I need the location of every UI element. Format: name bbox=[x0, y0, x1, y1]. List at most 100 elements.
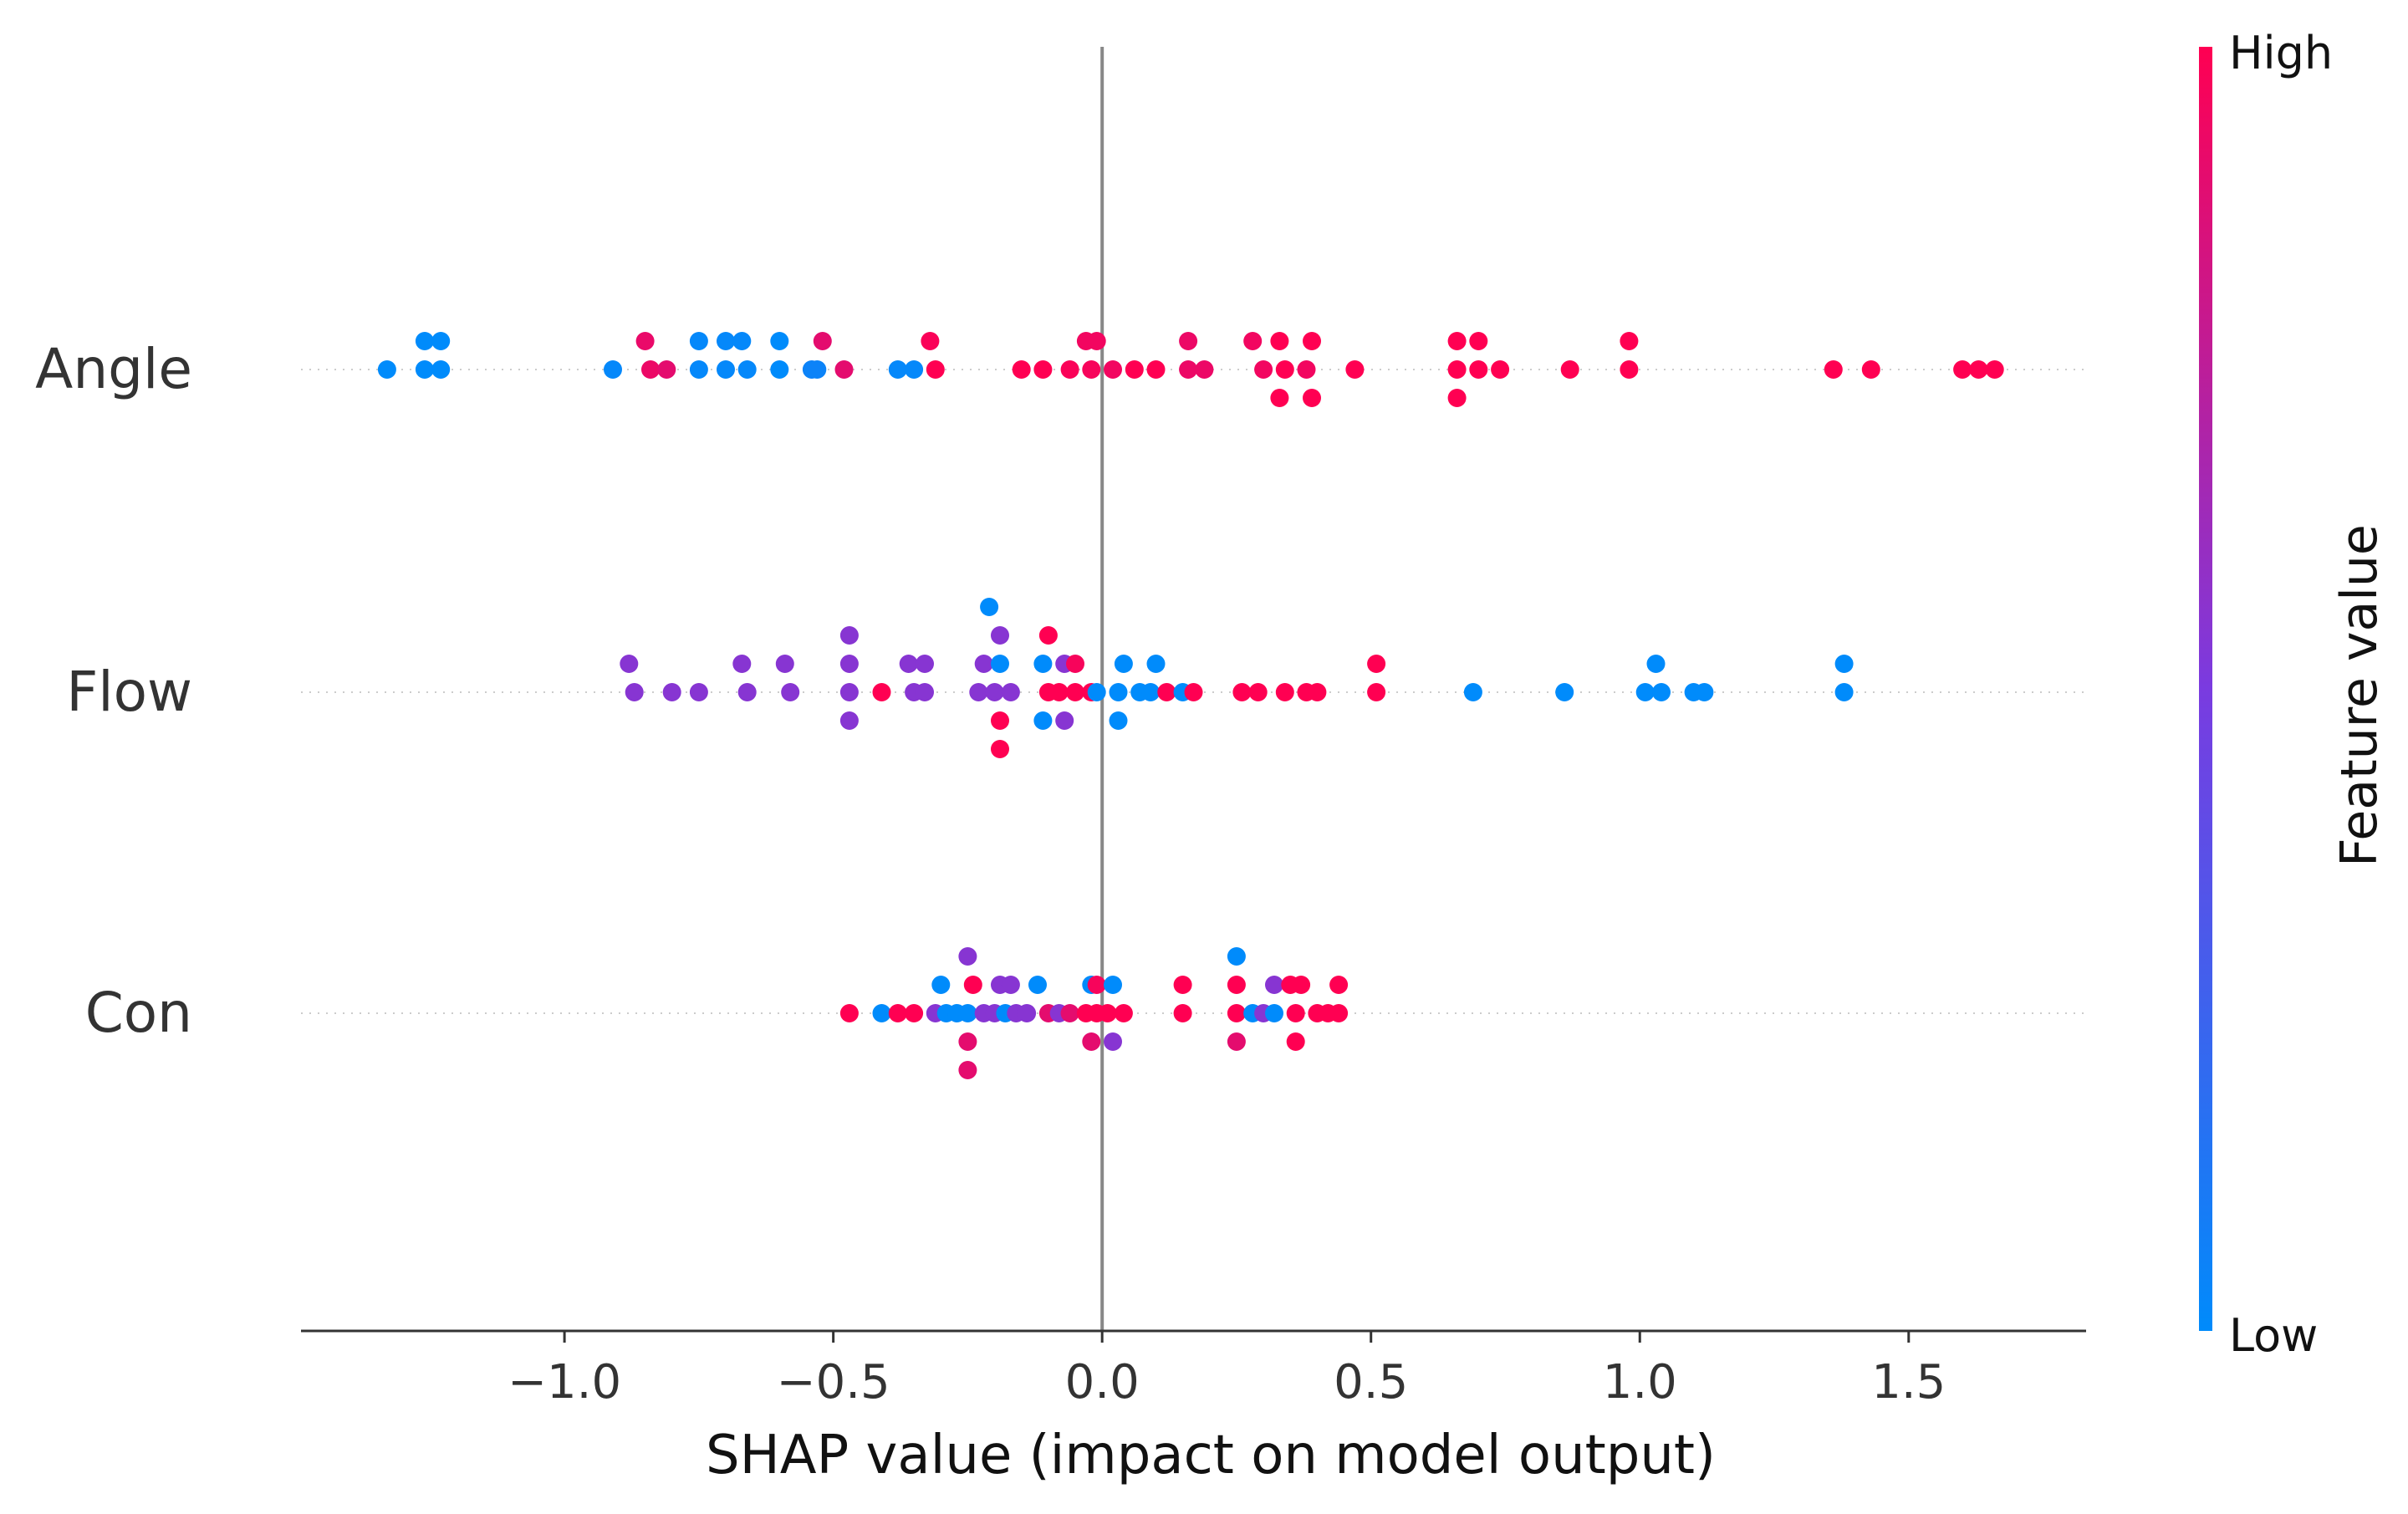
point-flow-5 bbox=[732, 655, 752, 673]
point-con-44 bbox=[1329, 1004, 1349, 1022]
point-flow-12 bbox=[1033, 655, 1053, 673]
point-con-3 bbox=[963, 976, 982, 994]
point-angle-5 bbox=[732, 332, 752, 350]
point-flow-24 bbox=[781, 683, 800, 701]
point-flow-2 bbox=[991, 626, 1009, 645]
point-con-45 bbox=[958, 1032, 977, 1051]
point-con-35 bbox=[1114, 1004, 1133, 1022]
point-con-40 bbox=[1265, 1004, 1283, 1022]
point-angle-58 bbox=[1303, 389, 1321, 407]
point-angle-14 bbox=[1303, 332, 1321, 350]
point-angle-47 bbox=[1447, 360, 1467, 379]
point-angle-59 bbox=[1447, 389, 1467, 407]
point-angle-37 bbox=[1082, 360, 1101, 379]
point-angle-10 bbox=[1087, 332, 1106, 350]
point-angle-44 bbox=[1275, 360, 1294, 379]
point-con-18 bbox=[888, 1004, 907, 1022]
point-angle-11 bbox=[1179, 332, 1198, 350]
point-angle-18 bbox=[377, 360, 396, 379]
point-angle-2 bbox=[635, 332, 655, 350]
point-con-17 bbox=[872, 1004, 891, 1022]
point-flow-4 bbox=[620, 655, 639, 673]
colorbar-high-label: High bbox=[2229, 27, 2333, 79]
point-angle-29 bbox=[802, 360, 821, 379]
feature-label-angle: Angle bbox=[35, 337, 192, 401]
x-axis-ticks: −1.0 −0.5 0.0 0.5 1.0 1.5 bbox=[508, 1331, 1946, 1409]
point-flow-31 bbox=[1001, 683, 1020, 701]
point-angle-31 bbox=[888, 360, 907, 379]
point-con-19 bbox=[905, 1004, 924, 1022]
point-con-49 bbox=[1286, 1032, 1305, 1051]
x-axis-title: SHAP value (impact on model output) bbox=[706, 1425, 1716, 1486]
point-angle-36 bbox=[1060, 360, 1079, 379]
point-flow-56 bbox=[839, 711, 859, 730]
point-angle-40 bbox=[1146, 360, 1166, 379]
point-angle-15 bbox=[1447, 332, 1467, 350]
point-angle-19 bbox=[415, 360, 434, 379]
point-angle-1 bbox=[431, 332, 451, 350]
point-con-23 bbox=[958, 1004, 977, 1022]
point-flow-26 bbox=[872, 683, 891, 701]
point-flow-44 bbox=[1248, 683, 1268, 701]
point-angle-8 bbox=[921, 332, 940, 350]
point-angle-45 bbox=[1297, 360, 1316, 379]
point-flow-1 bbox=[839, 626, 859, 645]
point-con-11 bbox=[1227, 976, 1246, 994]
point-flow-60 bbox=[1109, 711, 1128, 730]
point-flow-48 bbox=[1367, 683, 1386, 701]
point-flow-47 bbox=[1308, 683, 1327, 701]
point-angle-0 bbox=[415, 332, 434, 350]
point-con-15 bbox=[1329, 976, 1349, 994]
point-con-6 bbox=[1028, 976, 1047, 994]
point-flow-3 bbox=[1038, 626, 1058, 645]
point-angle-13 bbox=[1270, 332, 1289, 350]
point-flow-51 bbox=[1635, 683, 1655, 701]
point-flow-17 bbox=[1367, 655, 1386, 673]
x-tick-label-5: 1.5 bbox=[1871, 1355, 1946, 1409]
point-angle-41 bbox=[1179, 360, 1198, 379]
point-angle-24 bbox=[689, 360, 708, 379]
point-angle-22 bbox=[641, 360, 660, 379]
colorbar-title: Feature value bbox=[2330, 524, 2389, 867]
point-angle-43 bbox=[1254, 360, 1273, 379]
colorbar-low-label: Low bbox=[2229, 1309, 2318, 1362]
point-flow-20 bbox=[625, 683, 644, 701]
point-flow-39 bbox=[1141, 683, 1161, 701]
point-con-14 bbox=[1292, 976, 1311, 994]
point-angle-56 bbox=[1985, 360, 2004, 379]
point-angle-26 bbox=[737, 360, 757, 379]
point-flow-30 bbox=[985, 683, 1004, 701]
point-angle-4 bbox=[717, 332, 735, 350]
point-angle-20 bbox=[431, 360, 451, 379]
point-flow-50 bbox=[1555, 683, 1574, 701]
point-flow-23 bbox=[737, 683, 757, 701]
x-tick-label-4: 1.0 bbox=[1603, 1355, 1677, 1409]
point-flow-58 bbox=[1033, 711, 1053, 730]
point-angle-57 bbox=[1270, 389, 1289, 407]
point-angle-55 bbox=[1969, 360, 1988, 379]
point-angle-27 bbox=[770, 360, 789, 379]
point-angle-42 bbox=[1195, 360, 1214, 379]
point-flow-22 bbox=[689, 683, 708, 701]
point-con-5 bbox=[1001, 976, 1020, 994]
point-angle-23 bbox=[657, 360, 676, 379]
point-con-8 bbox=[1087, 976, 1106, 994]
x-tick-label-1: −0.5 bbox=[777, 1355, 890, 1409]
point-con-16 bbox=[839, 1004, 859, 1022]
point-angle-38 bbox=[1104, 360, 1122, 379]
point-angle-46 bbox=[1345, 360, 1365, 379]
x-tick-label-2: 0.0 bbox=[1065, 1355, 1140, 1409]
feature-label-flow: Flow bbox=[66, 660, 192, 724]
point-con-50 bbox=[958, 1061, 977, 1079]
feature-labels: Angle Flow Con bbox=[35, 337, 192, 1045]
point-flow-21 bbox=[662, 683, 681, 701]
point-flow-8 bbox=[899, 655, 918, 673]
point-flow-49 bbox=[1463, 683, 1482, 701]
point-flow-36 bbox=[1087, 683, 1106, 701]
point-angle-50 bbox=[1560, 360, 1579, 379]
colorbar bbox=[2199, 47, 2212, 1331]
point-flow-43 bbox=[1232, 683, 1252, 701]
point-angle-33 bbox=[926, 360, 945, 379]
point-con-46 bbox=[1082, 1032, 1101, 1051]
beeswarm-points bbox=[377, 332, 2004, 1079]
